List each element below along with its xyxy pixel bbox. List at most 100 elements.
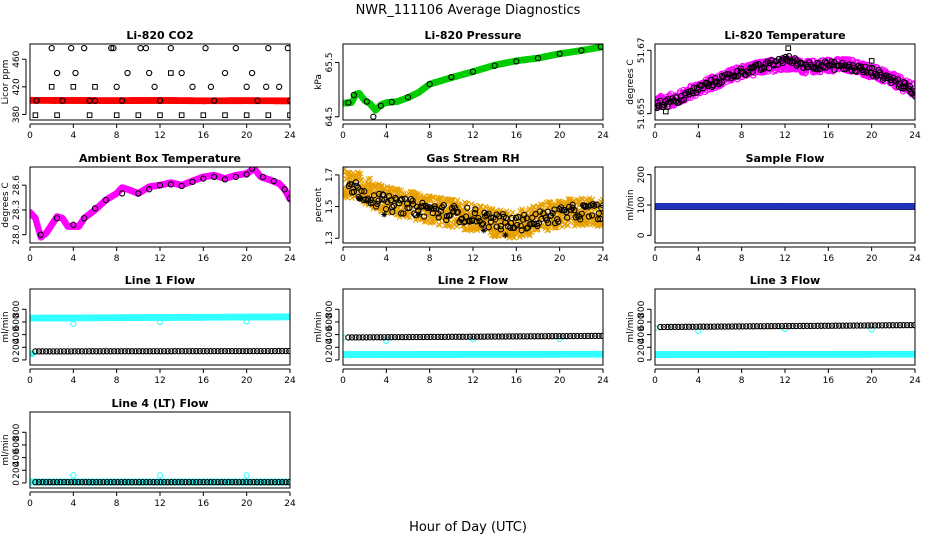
data-point [484,333,491,340]
x-tick-label: 0 [27,131,33,141]
data-point [475,214,482,222]
data-point [221,347,229,355]
data-point [583,196,590,203]
x-tick-label: 0 [652,131,658,141]
data-point [456,333,463,340]
data-point [689,323,696,330]
x-tick-label: 12 [779,254,790,264]
data-point [578,210,585,217]
data-point [682,323,689,330]
y-tick-label: 380 [12,106,22,123]
data-point [753,323,761,330]
data-point [886,322,893,329]
y-axis-label: degrees C [626,59,636,104]
panel-title: Line 2 Flow [438,274,508,287]
data-point [821,58,829,65]
x-tick-label: 16 [511,254,523,264]
data-point [664,323,671,331]
data-point [381,211,388,218]
x-tick-label: 12 [467,254,478,264]
data-point [189,348,196,355]
data-point [672,98,680,105]
data-point [522,211,529,218]
data-point [577,216,584,223]
data-point [538,333,545,340]
x-tick-label: 20 [866,376,878,386]
data-point [527,333,534,340]
data-point [502,333,509,340]
data-point [716,79,723,86]
data-point [732,323,739,330]
data-point [846,61,853,68]
data-point [243,112,250,118]
data-point [413,333,420,341]
data-point [534,54,542,62]
y-tick-label: 600 [12,313,22,330]
data-point [343,189,349,196]
data-point [488,333,495,340]
x-tick-label: 4 [695,131,701,141]
x-tick-label: 0 [340,254,346,264]
data-point [700,323,707,330]
data-point [284,44,290,52]
x-tick-label: 0 [652,376,658,386]
data-point [356,195,363,202]
data-point [556,332,563,340]
data-point [570,332,577,340]
data-point [737,65,745,72]
x-tick-label: 0 [340,376,346,386]
data-point [70,320,77,327]
data-point [462,213,470,220]
plot-frame [29,288,291,366]
data-point [153,348,161,355]
data-point [703,323,711,330]
data-point [477,204,484,211]
y-tick-label: 800 [12,300,22,317]
data-point [778,322,786,330]
data-point [513,58,520,65]
x-tick-label: 8 [739,131,745,141]
x-tick-label: 0 [652,254,658,264]
data-point [114,348,121,355]
data-point [491,62,498,69]
x-tick-label: 0 [340,131,346,141]
data-point [239,347,246,355]
x-tick-label: 12 [779,131,790,141]
data-point [868,322,875,329]
data-point [452,333,459,340]
data-point [739,323,746,330]
data-point [200,348,207,355]
data-point [516,333,524,340]
data-point [259,173,267,181]
y-axis-label: degrees C [1,182,11,227]
data-point [406,204,413,211]
data-point [718,323,725,330]
y-tick-label: 400 [637,326,647,343]
data-point [675,323,682,331]
data-point [689,90,696,97]
data-point [124,69,131,77]
data-point [502,214,510,222]
data-point [685,323,693,330]
data-point [171,348,178,355]
data-point [545,226,552,233]
x-tick-label: 8 [739,254,745,264]
data-point [167,181,174,188]
data-point [37,231,44,238]
data-point [228,347,236,355]
x-tick-label: 24 [597,254,609,264]
data-point [906,82,913,90]
data-point [599,202,603,209]
y-tick-label: 200 [12,338,22,355]
x-tick-label: 20 [554,131,566,141]
data-point [469,68,477,75]
data-point [821,322,829,329]
data-point [459,333,466,340]
x-tick-label: 8 [739,376,745,386]
data-point [793,322,800,330]
data-point [75,348,82,355]
data-point [110,44,117,52]
data-point [463,333,470,340]
data-point [100,348,107,355]
